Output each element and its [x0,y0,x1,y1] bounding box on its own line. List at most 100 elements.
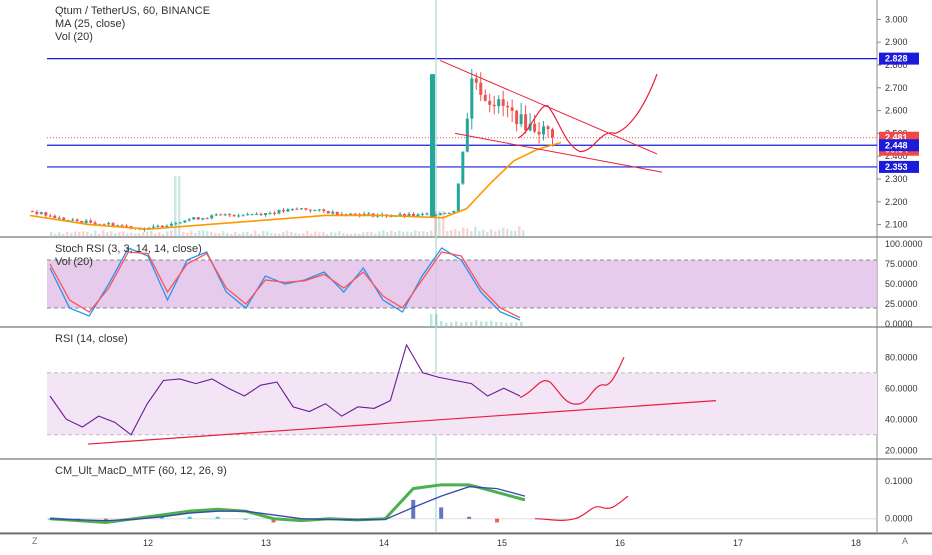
volume-bar [510,230,513,236]
macd-histogram-bar [439,507,444,519]
price-tick-label: 2.800 [885,60,908,70]
macd-label[interactable]: CM_Ult_MacD_MTF (60, 12, 26, 9) [55,465,227,477]
volume-bar [170,230,173,236]
candle-body [156,225,160,227]
volume-bar [130,232,133,236]
candle-body [412,213,415,217]
price-tick-label: 2.700 [885,83,908,93]
candle-body [313,209,317,211]
stoch-d-line [49,251,521,319]
volume-bar [290,232,293,236]
candle-body [183,220,187,223]
volume-bar [122,231,125,236]
candle-body [187,219,191,221]
price-tick-label: 2.400 [885,151,908,161]
candle-body [479,82,483,95]
volume-bar [174,176,177,236]
volume-bar [390,230,393,236]
candle-body [259,213,263,216]
volume-bar [146,231,149,236]
volume-bar [486,231,489,236]
candle-body [465,118,469,152]
auto-scale-button[interactable]: A [902,536,909,546]
stoch-volume-bar [515,322,518,326]
macd-histogram-bar [271,518,276,523]
candle-body [438,213,442,215]
volume-bar [454,228,457,236]
stoch-tick-label: 25.0000 [885,299,918,309]
time-axis-label: 17 [733,538,743,548]
candle-body [542,126,546,135]
time-axis-label: 15 [497,538,507,548]
candle-body [340,214,344,216]
rsi-label[interactable]: RSI (14, close) [55,333,128,345]
stoch-volume-bar [450,322,453,326]
volume-bar [166,231,169,236]
candle-body [62,217,66,221]
candle-body [80,221,84,224]
stoch-volume-bar [435,314,438,326]
volume-bar [250,233,253,236]
projected-path [517,73,658,153]
price-badge [879,139,919,152]
candle-body [264,213,268,216]
candle-body [53,215,57,219]
volume-bar [446,230,449,236]
macd-projected-path [534,495,629,521]
candle-body [515,110,519,125]
macd-histogram-bar [215,516,220,519]
volume-bar [374,233,377,236]
volume-bar [298,233,301,236]
volume-bar [226,232,229,236]
candle-body [461,151,465,184]
volume-bar [78,232,81,236]
candle-body [255,213,259,215]
candle-body [349,213,353,216]
rsi-trendline [87,400,717,445]
stoch-volume-bar [500,322,503,326]
candle-body [389,216,393,218]
candle-body [219,214,223,216]
volume-bar [118,232,121,236]
volume-bar [182,232,185,236]
candle-body [205,218,209,220]
macd-tick-label: 0.0000 [885,514,913,524]
volume-bar [74,231,77,236]
volume-bar [418,231,421,236]
candle-body [519,114,523,125]
candle-body [533,123,537,132]
volume-bar [350,233,353,236]
stoch-vol-label[interactable]: Vol (20) [55,256,93,268]
candle-body [510,107,514,111]
vol-legend[interactable]: Vol (20) [55,31,93,43]
wedge-lower-line [454,132,663,173]
candle-body [246,214,250,216]
candle-body [528,123,532,131]
stoch-volume-bar [505,322,508,326]
volume-bar [82,231,85,236]
volume-bar [462,227,465,236]
volume-bar [310,233,313,236]
candle-body [237,215,241,217]
volume-bar [62,233,65,236]
candle-body [169,223,173,226]
ma-legend[interactable]: MA (25, close) [55,18,126,30]
candle-body [48,215,52,217]
volume-bar [466,228,469,236]
volume-bar [138,233,141,236]
volume-bar [178,176,181,236]
candle-body [488,100,492,105]
reset-zoom-icon[interactable]: Z [32,536,38,546]
candle-body [367,213,371,215]
macd-signal-line [49,486,526,522]
volume-bar [414,230,417,236]
candle-body [443,213,447,215]
symbol-title[interactable]: Qtum / TetherUS, 60, BINANCE [55,5,211,17]
macd-histogram-bar [187,516,192,519]
stoch-rsi-label[interactable]: Stoch RSI (3, 3, 14, 14, close) [55,243,202,255]
stoch-volume-bar [480,321,483,326]
rsi-legend: RSI (14, close) [55,333,128,346]
candle-body [214,214,218,216]
